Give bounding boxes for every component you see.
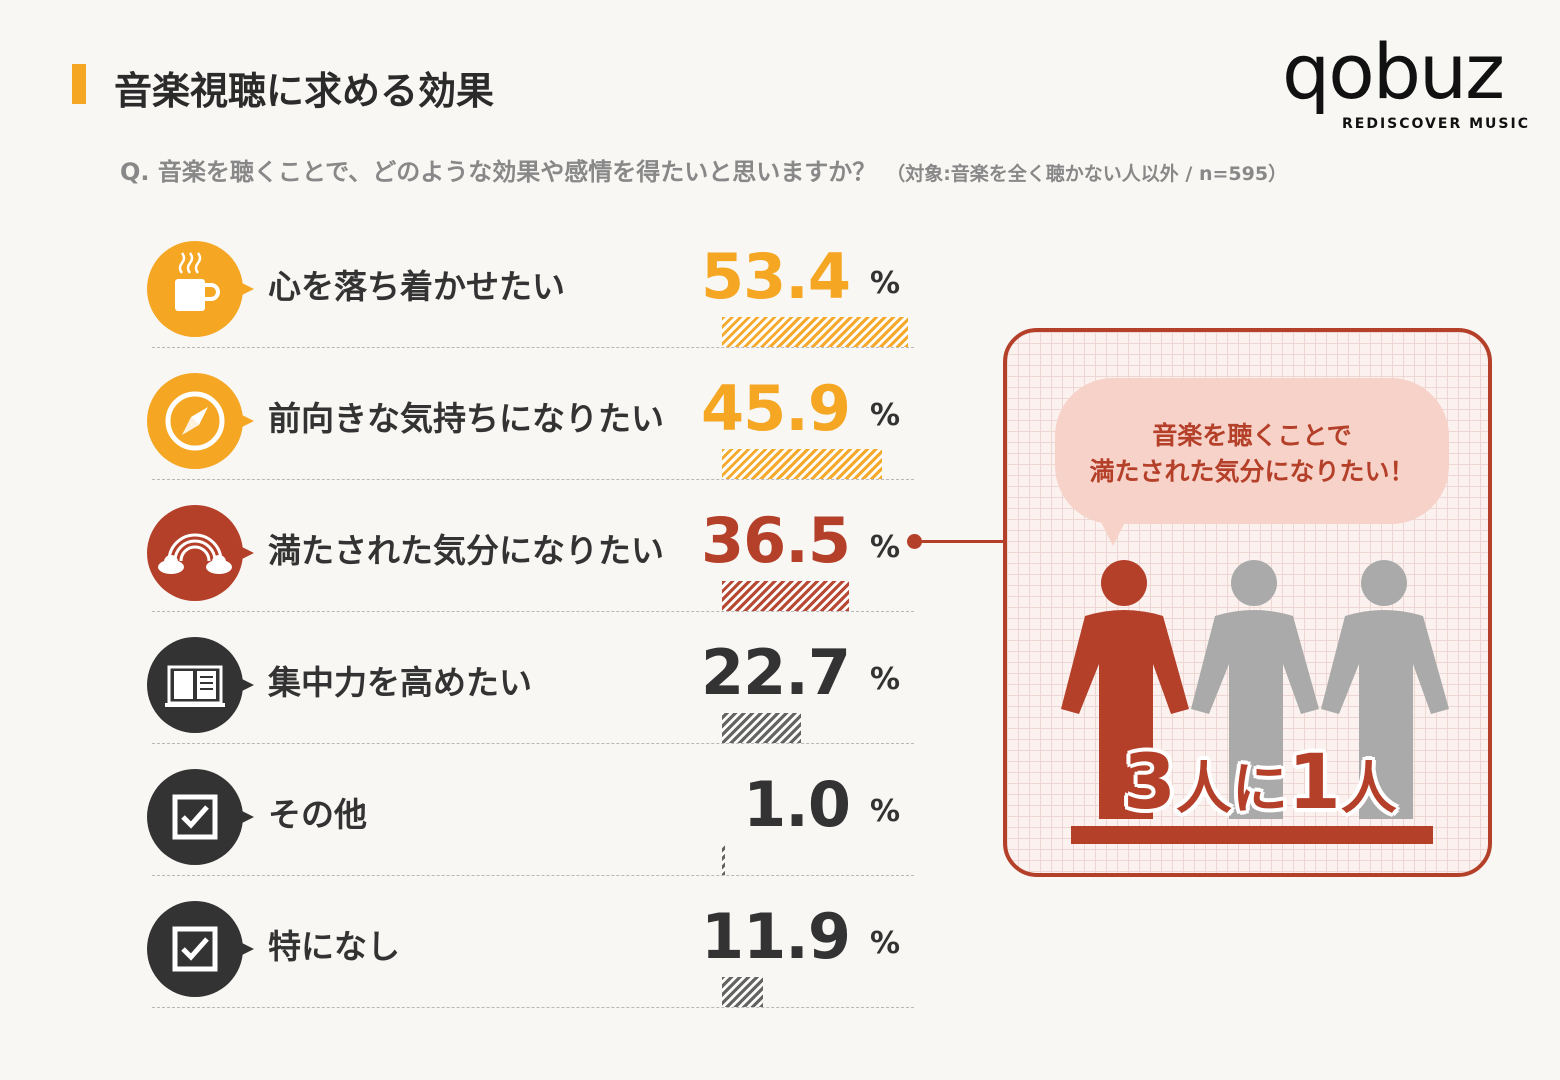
person-figure-gray-1: [1191, 560, 1319, 819]
chart-row: 前向きな気持ちになりたい 45.9%: [0, 362, 940, 494]
value-label: 22.7: [701, 636, 851, 709]
callout-connector-line: [913, 540, 1003, 543]
speech-bubble: 音楽を聴くことで 満たされた気分になりたい！: [1055, 378, 1449, 524]
value-label: 11.9: [701, 900, 851, 973]
percent-unit: %: [870, 266, 901, 301]
category-label: 集中力を高めたい: [268, 663, 532, 702]
row-divider: [152, 347, 914, 348]
value-label: 1.0: [743, 768, 851, 841]
category-label: 満たされた気分になりたい: [268, 531, 664, 570]
ratio-word-1: 人に: [1175, 757, 1288, 822]
data-bar: [722, 713, 801, 743]
ratio-number-1: 3: [1123, 737, 1176, 826]
chart-row: 集中力を高めたい 22.7%: [0, 626, 940, 758]
question-text: Q. 音楽を聴くことで、どのような効果や感情を得たいと思いますか？: [120, 158, 877, 186]
chart-row: その他 1.0%: [0, 758, 940, 890]
chart-row: 満たされた気分になりたい 36.5%: [0, 494, 940, 626]
value-label: 53.4: [701, 240, 851, 313]
row-divider: [152, 611, 914, 612]
checkbox-icon: [147, 767, 257, 867]
chart-row: 心を落ち着かせたい 53.4%: [0, 230, 940, 362]
category-label: 心を落ち着かせたい: [268, 267, 565, 306]
page-title: 音楽視聴に求める効果: [114, 69, 495, 113]
person-figure-red: [1061, 560, 1189, 819]
data-bar: [722, 845, 726, 875]
figures-base-bar: [1071, 826, 1433, 844]
speech-bubble-tail: [1099, 518, 1127, 546]
logo-wordmark: qobuz: [1282, 27, 1505, 116]
row-divider: [152, 1007, 914, 1008]
bubble-line-2: 満たされた気分になりたい！: [1089, 457, 1415, 486]
person-figure-gray-2: [1321, 560, 1449, 819]
question-note: （対象:音楽を全く聴かない人以外 / n=595）: [886, 163, 1288, 185]
data-bar: [722, 317, 908, 347]
data-bar: [722, 977, 764, 1007]
row-divider: [152, 743, 914, 744]
category-label: 特になし: [268, 927, 400, 966]
people-figures: [1061, 560, 1449, 819]
checkbox-icon: [147, 899, 257, 999]
category-label: その他: [268, 795, 367, 834]
qobuz-logo: qobuz REDISCOVER MUSIC: [1282, 30, 1532, 134]
callout-connector-dot: [907, 534, 922, 549]
bubble-line-1: 音楽を聴くことで: [1152, 421, 1352, 450]
percent-unit: %: [870, 926, 901, 961]
speech-bubble-text: 音楽を聴くことで 満たされた気分になりたい！: [1055, 418, 1449, 490]
data-bar: [722, 449, 882, 479]
row-divider: [152, 875, 914, 876]
ratio-word-2: 人: [1340, 757, 1397, 822]
rainbow-cloud-icon: [147, 503, 257, 603]
ratio-number-2: 1: [1287, 737, 1341, 826]
row-divider: [152, 479, 914, 480]
coffee-cup-icon: [147, 239, 257, 339]
title-accent-bar: [72, 64, 86, 104]
survey-question: Q. 音楽を聴くことで、どのような効果や感情を得たいと思いますか？ （対象:音楽を…: [120, 152, 1287, 187]
value-label: 36.5: [701, 504, 851, 577]
percent-unit: %: [870, 662, 901, 697]
value-label: 45.9: [701, 372, 851, 445]
ratio-stat: 3人に1人: [1123, 737, 1397, 826]
percent-unit: %: [870, 398, 901, 433]
data-bar: [722, 581, 850, 611]
percent-unit: %: [870, 530, 901, 565]
compass-icon: [147, 371, 257, 471]
callout-panel: 音楽を聴くことで 満たされた気分になりたい！ 3人に1人: [1003, 328, 1492, 877]
book-icon: [147, 635, 257, 735]
category-label: 前向きな気持ちになりたい: [268, 399, 664, 438]
percent-unit: %: [870, 794, 901, 829]
logo-tagline: REDISCOVER MUSIC: [1342, 116, 1530, 132]
chart-row: 特になし 11.9%: [0, 890, 940, 1022]
